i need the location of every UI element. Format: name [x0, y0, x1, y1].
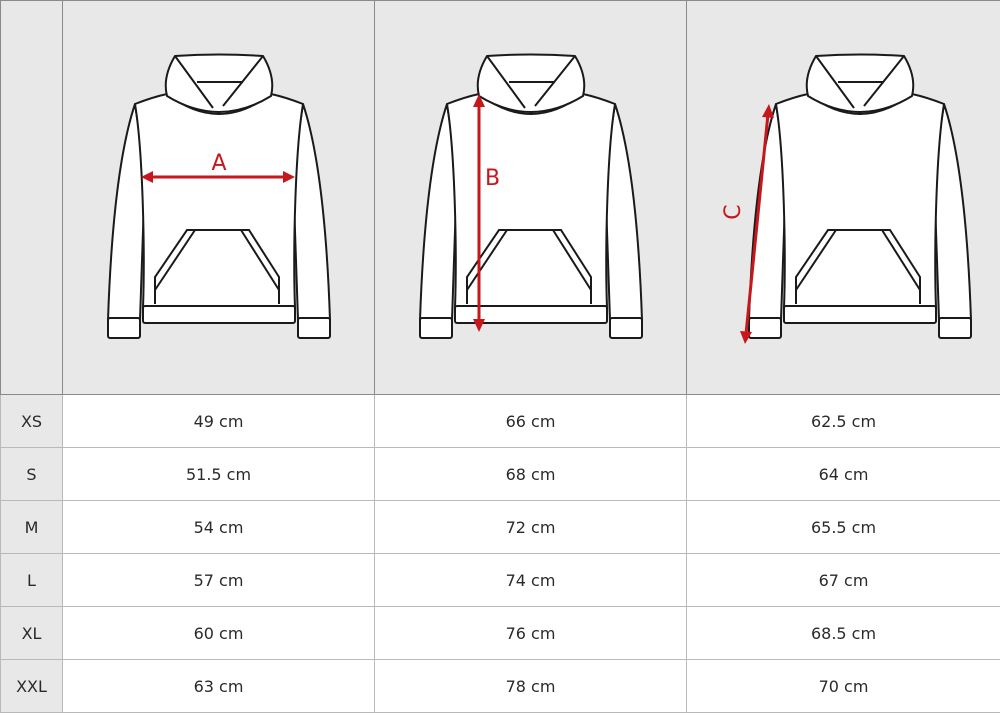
value-c: 62.5 cm: [686, 394, 1000, 448]
measurement-a-illustration: A: [62, 0, 375, 395]
value-c: 67 cm: [686, 553, 1000, 607]
size-label: XS: [0, 394, 63, 448]
value-b: 68 cm: [374, 447, 687, 501]
measurement-b-illustration: B: [374, 0, 687, 395]
value-c: 68.5 cm: [686, 606, 1000, 660]
size-label: S: [0, 447, 63, 501]
table-row: XXL 63 cm 78 cm 70 cm: [0, 659, 1000, 713]
hoodie-chest-width-icon: A: [106, 53, 331, 339]
value-c: 70 cm: [686, 659, 1000, 713]
size-label: M: [0, 500, 63, 554]
table-row: L 57 cm 74 cm 67 cm: [0, 553, 1000, 607]
table-row: S 51.5 cm 68 cm 64 cm: [0, 447, 1000, 501]
illustration-row: A B C: [0, 0, 1000, 395]
value-a: 49 cm: [62, 394, 375, 448]
label-c: C: [721, 204, 746, 219]
table-row: XL 60 cm 76 cm 68.5 cm: [0, 606, 1000, 660]
value-a: 57 cm: [62, 553, 375, 607]
label-b: B: [485, 166, 500, 191]
value-a: 54 cm: [62, 500, 375, 554]
hoodie-sleeve-length-icon: C: [721, 53, 972, 344]
table-row: XS 49 cm 66 cm 62.5 cm: [0, 394, 1000, 448]
size-label: L: [0, 553, 63, 607]
hoodie-body-length-icon: B: [418, 53, 643, 339]
corner-cell: [0, 0, 63, 395]
arrow-c: [744, 113, 769, 334]
value-c: 64 cm: [686, 447, 1000, 501]
value-b: 74 cm: [374, 553, 687, 607]
measurement-c-illustration: C: [686, 0, 1000, 395]
value-b: 72 cm: [374, 500, 687, 554]
value-a: 63 cm: [62, 659, 375, 713]
label-a: A: [211, 151, 226, 176]
table-row: M 54 cm 72 cm 65.5 cm: [0, 500, 1000, 554]
value-b: 78 cm: [374, 659, 687, 713]
value-a: 51.5 cm: [62, 447, 375, 501]
value-b: 66 cm: [374, 394, 687, 448]
value-a: 60 cm: [62, 606, 375, 660]
value-b: 76 cm: [374, 606, 687, 660]
size-label: XL: [0, 606, 63, 660]
size-label: XXL: [0, 659, 63, 713]
value-c: 65.5 cm: [686, 500, 1000, 554]
